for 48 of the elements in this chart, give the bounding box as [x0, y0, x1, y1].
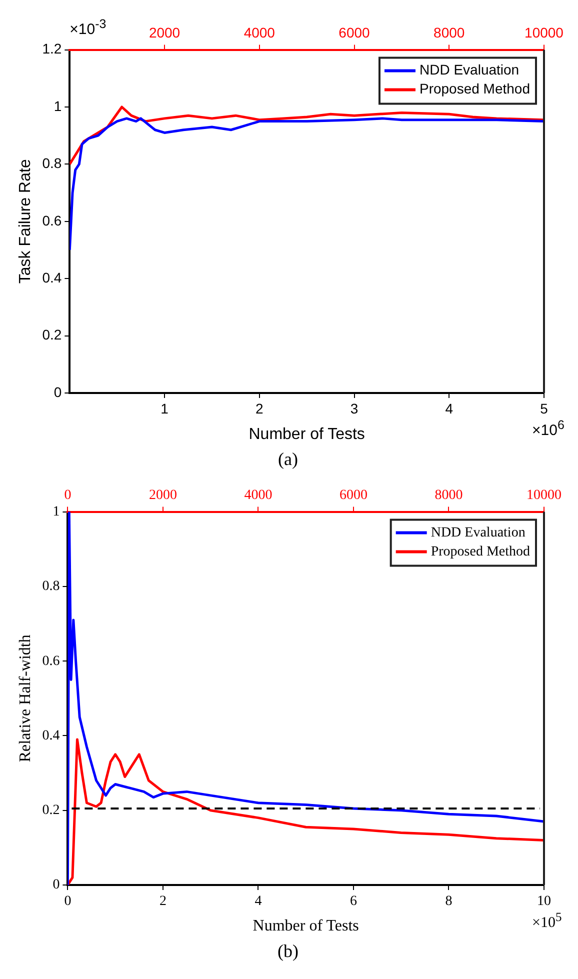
text: ×10$^{-3}$: [70, 16, 106, 38]
text: (a): [277, 448, 299, 470]
y-tick-label: 0.6: [42, 654, 60, 669]
x-tick-label: 8: [445, 894, 452, 910]
y-tick-label: 1: [52, 504, 60, 520]
y-tick-label: 0.8: [42, 155, 62, 172]
x2-tick-label: 2000: [148, 24, 180, 40]
x-axis-title: Number of Tests: [248, 426, 365, 443]
x-tick-label: 6: [350, 894, 357, 910]
x2-tick-label: 10000: [526, 488, 562, 504]
x-tick-label: 4: [254, 894, 262, 910]
x-tick-label: 5: [540, 400, 548, 416]
legend-label: Proposed Method: [430, 544, 530, 560]
text: (b): [276, 940, 300, 962]
y-tick-label: 0.6: [42, 212, 62, 228]
legend-label: Proposed Method: [419, 80, 530, 97]
y-tick-label: 1.2: [42, 40, 62, 57]
x2-tick-label: 6000: [339, 488, 368, 504]
text: ×10$^{5}$: [532, 909, 562, 931]
x-tick-label: 2: [256, 400, 264, 416]
y-tick-label: 0.8: [42, 579, 60, 594]
y-axis-title: Relative Half-width: [16, 634, 34, 762]
x-tick-label: 0: [64, 894, 72, 910]
y-tick-label: 1: [54, 98, 62, 114]
legend-label: NDD Evaluation: [419, 62, 520, 78]
x2-tick-label: 4000: [244, 24, 276, 40]
y-tick-label: 0: [52, 878, 60, 893]
x2-tick-label: 10000: [524, 24, 564, 40]
text: ×10$^{6}$: [532, 417, 564, 439]
y-tick-label: 0.2: [42, 326, 62, 343]
y-tick-label: 0: [54, 384, 62, 400]
x2-tick-label: 2000: [148, 488, 177, 504]
x2-tick-label: 4000: [244, 488, 272, 504]
x-tick-label: 1: [160, 400, 169, 416]
x-tick-label: 4: [445, 400, 454, 416]
x-tick-label: 3: [350, 400, 358, 416]
x-axis-title: Number of Tests: [252, 918, 359, 935]
x2-tick-label: 8000: [434, 488, 463, 504]
y-tick-label: 0.4: [42, 728, 60, 744]
y-tick-label: 0.4: [42, 269, 62, 286]
x-tick-label: 2: [159, 894, 166, 910]
x2-tick-label: 0: [64, 488, 72, 504]
x2-tick-label: 8000: [434, 24, 465, 40]
x-tick-label: 10: [537, 894, 551, 910]
legend-label: NDD Evaluation: [430, 525, 526, 540]
x2-tick-label: 6000: [338, 24, 370, 40]
y-axis-title: Task Failure Rate: [17, 159, 34, 284]
y-tick-label: 0.2: [42, 803, 60, 818]
